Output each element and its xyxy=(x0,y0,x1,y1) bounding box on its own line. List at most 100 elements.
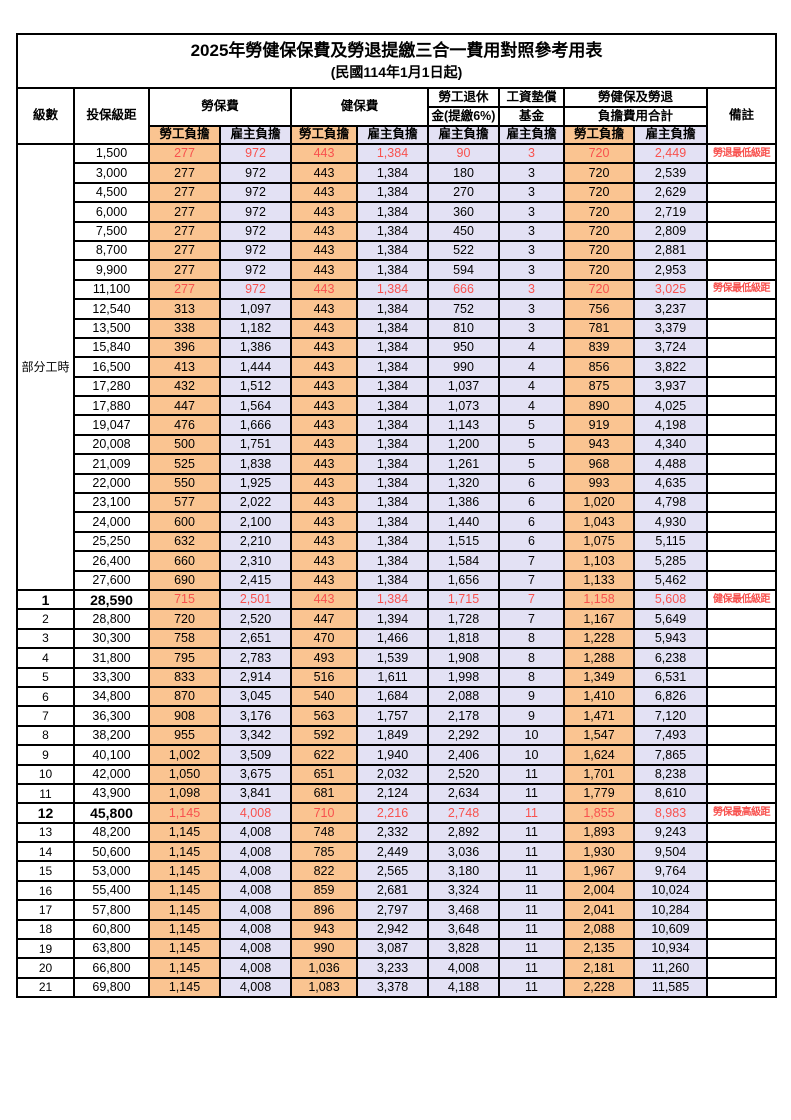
labor_employer-cell: 972 xyxy=(219,162,292,184)
total_employee-cell: 856 xyxy=(563,356,635,378)
pension_employer-cell: 270 xyxy=(427,181,500,204)
table-row: 13 48,200 1,145 4,008 748 2,332 2,892 11 1,893 9,… xyxy=(16,821,777,844)
pension_employer-cell: 594 xyxy=(427,259,500,281)
health_employee-cell: 443 xyxy=(290,317,358,339)
wage_fund_employer-cell: 8 xyxy=(498,627,565,650)
pension_employer-cell: 2,892 xyxy=(427,821,500,844)
pension_employer-cell: 3,036 xyxy=(427,841,500,863)
pension_employer-cell: 1,584 xyxy=(427,550,500,572)
total_employee-cell: 2,181 xyxy=(563,957,635,979)
note-cell xyxy=(706,162,777,184)
health_employee-cell: 681 xyxy=(290,782,358,805)
total_employee-cell: 720 xyxy=(563,201,635,223)
total_employee-cell: 1,547 xyxy=(563,724,635,747)
pension_employer-cell: 3,180 xyxy=(427,860,500,882)
total_employee-cell: 1,288 xyxy=(563,647,635,669)
wage_fund_employer-cell: 11 xyxy=(498,957,565,979)
total_employee-cell: 1,349 xyxy=(563,666,635,688)
subheader-pension-employer: 雇主負擔 xyxy=(427,125,500,145)
health_employee-cell: 443 xyxy=(290,142,358,165)
labor_employee-cell: 500 xyxy=(148,433,221,456)
pension_employer-cell: 90 xyxy=(427,142,500,165)
labor_employee-cell: 1,145 xyxy=(148,976,221,999)
labor_employer-cell: 3,509 xyxy=(219,744,292,766)
health_employee-cell: 443 xyxy=(290,511,358,533)
labor_employee-cell: 432 xyxy=(148,375,221,398)
note-cell xyxy=(706,666,777,688)
table-row: 9 40,100 1,002 3,509 622 1,940 2,406 10 1,624 7,8… xyxy=(16,744,777,766)
note-cell xyxy=(706,317,777,339)
table-row: 4,500 277 972 443 1,384 270 3 720 2,629 xyxy=(17,181,777,204)
pension_employer-cell: 1,320 xyxy=(427,472,500,495)
labor_employer-cell: 972 xyxy=(219,201,292,223)
header-row-burden: 勞工負擔 雇主負擔 勞工負擔 雇主負擔 雇主負擔 雇主負擔 勞工負擔 雇主負擔 xyxy=(17,125,776,145)
health_employee-cell: 443 xyxy=(290,433,358,456)
total_employee-cell: 1,103 xyxy=(563,550,635,572)
table-row: 13,500 338 1,182 443 1,384 810 3 781 3,379 xyxy=(17,317,777,339)
subheader-health-employer: 雇主負擔 xyxy=(356,125,429,145)
note-cell: 勞保最高級距 xyxy=(706,802,777,824)
table-row: 25,250 632 2,210 443 1,384 1,515 6 1,075 5,115 xyxy=(17,530,777,553)
labor_employer-cell: 972 xyxy=(219,220,292,242)
wage_fund_employer-cell: 5 xyxy=(498,433,565,456)
health_employee-cell: 443 xyxy=(290,453,358,475)
table-row: 17 57,800 1,145 4,008 896 2,797 3,468 11 2,041 10… xyxy=(16,899,777,921)
labor_employee-cell: 833 xyxy=(148,666,221,688)
table-body: 部分工時 1,500 277 972 443 1,384 90 3 720 2,449 勞退最低級距… xyxy=(16,142,777,999)
total_employer-cell: 3,025 xyxy=(633,278,708,301)
health_employee-cell: 443 xyxy=(290,375,358,398)
level-cell: 17 xyxy=(16,899,75,921)
labor_employer-cell: 2,310 xyxy=(219,550,292,572)
pension_employer-cell: 360 xyxy=(427,201,500,223)
labor_employer-cell: 1,386 xyxy=(219,336,292,359)
bracket-cell: 28,590 xyxy=(73,588,150,611)
pension_employer-cell: 2,634 xyxy=(427,782,500,805)
pension_employer-cell: 3,468 xyxy=(427,899,500,921)
health_employer-cell: 1,684 xyxy=(356,685,429,708)
table-row: 7 36,300 908 3,176 563 1,757 2,178 9 1,471 7,120 xyxy=(16,705,777,727)
note-cell xyxy=(706,627,777,650)
wage_fund_employer-cell: 11 xyxy=(498,821,565,844)
health_employer-cell: 2,565 xyxy=(356,860,429,882)
note-cell xyxy=(706,375,777,398)
col-header-wage-fund-line1: 工資墊償 xyxy=(498,87,565,108)
health_employer-cell: 1,384 xyxy=(356,395,429,417)
note-cell: 健保最低級距 xyxy=(706,588,777,611)
labor_employer-cell: 1,751 xyxy=(219,433,292,456)
labor_employer-cell: 4,008 xyxy=(219,860,292,882)
wage_fund_employer-cell: 11 xyxy=(498,918,565,941)
health_employer-cell: 1,384 xyxy=(356,569,429,592)
page-title: 2025年勞健保保費及勞退提繳三合一費用對照參考用表 xyxy=(190,41,603,60)
bracket-cell: 7,500 xyxy=(73,220,150,242)
total_employer-cell: 2,809 xyxy=(633,220,708,242)
bracket-cell: 34,800 xyxy=(73,685,150,708)
health_employer-cell: 1,384 xyxy=(356,259,429,281)
health_employer-cell: 2,216 xyxy=(356,802,429,824)
table-row: 3,000 277 972 443 1,384 180 3 720 2,539 xyxy=(17,162,777,184)
health_employee-cell: 592 xyxy=(290,724,358,747)
wage_fund_employer-cell: 11 xyxy=(498,782,565,805)
labor_employer-cell: 2,914 xyxy=(219,666,292,688)
premium-table: 2025年勞健保保費及勞退提繳三合一費用對照參考用表 (民國114年1月1日起)… xyxy=(16,33,777,999)
level-cell: 6 xyxy=(16,685,75,708)
note-cell xyxy=(706,530,777,553)
table-row: 8 38,200 955 3,342 592 1,849 2,292 10 1,547 7,493 xyxy=(16,724,777,747)
wage_fund_employer-cell: 11 xyxy=(498,879,565,902)
table-row: 15,840 396 1,386 443 1,384 950 4 839 3,724 xyxy=(17,336,777,359)
total_employer-cell: 3,237 xyxy=(633,298,708,320)
wage_fund_employer-cell: 3 xyxy=(498,239,565,262)
level-group-part-time: 部分工時 xyxy=(16,143,75,591)
bracket-cell: 1,500 xyxy=(73,142,150,165)
total_employee-cell: 1,228 xyxy=(563,627,635,650)
wage_fund_employer-cell: 3 xyxy=(498,259,565,281)
total_employee-cell: 1,967 xyxy=(563,860,635,882)
wage_fund_employer-cell: 3 xyxy=(498,298,565,320)
table-row: 部分工時 1,500 277 972 443 1,384 90 3 720 2,449 勞退最低級距 xyxy=(16,142,777,591)
total_employer-cell: 6,531 xyxy=(633,666,708,688)
note-cell xyxy=(706,181,777,204)
total_employer-cell: 7,120 xyxy=(633,705,708,727)
wage_fund_employer-cell: 11 xyxy=(498,763,565,785)
health_employer-cell: 2,681 xyxy=(356,879,429,902)
health_employee-cell: 443 xyxy=(290,201,358,223)
